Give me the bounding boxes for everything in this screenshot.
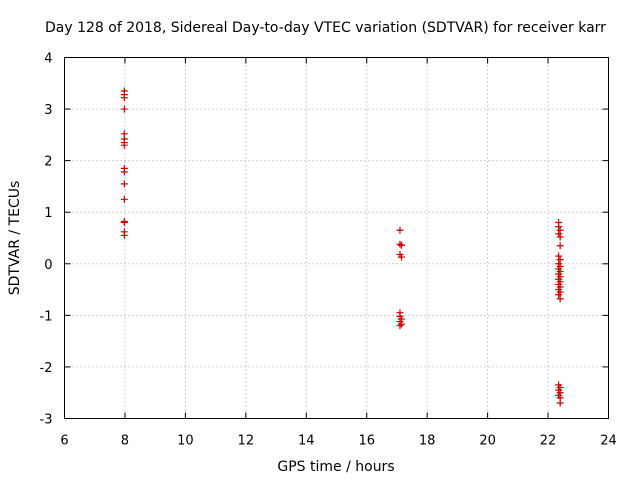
data-point [397, 320, 405, 328]
chart-title: Day 128 of 2018, Sidereal Day-to-day VTE… [45, 20, 606, 36]
data-point [120, 195, 128, 203]
data-point [397, 241, 405, 249]
data-point [120, 141, 128, 149]
y-axis-label: SDTVAR / TECUs [7, 181, 23, 296]
grid-lines [64, 57, 609, 419]
x-tick-label: 18 [419, 434, 436, 449]
y-tick-label: 0 [44, 258, 52, 273]
x-tick-label: 16 [358, 434, 375, 449]
data-point [120, 219, 128, 227]
data-point [556, 233, 564, 241]
y-tick-label: -2 [40, 361, 53, 376]
data-point [396, 226, 404, 234]
data-point [556, 226, 564, 234]
y-tick-label: 2 [44, 155, 52, 170]
x-tick-label: 24 [600, 434, 617, 449]
data-point [555, 252, 563, 260]
y-tick-label: 1 [44, 206, 52, 221]
y-tick-label: -1 [40, 309, 53, 324]
x-tick-label: 8 [121, 434, 129, 449]
x-tick-label: 14 [298, 434, 315, 449]
y-tick-label: 3 [44, 103, 52, 118]
data-point [555, 223, 563, 231]
y-tick-label: 4 [44, 52, 52, 67]
data-point [556, 242, 564, 250]
data-point [397, 253, 405, 261]
data-point [120, 105, 128, 113]
x-tick-label: 12 [238, 434, 255, 449]
x-axis-label: GPS time / hours [277, 459, 394, 475]
data-points [120, 87, 564, 407]
data-point [396, 240, 404, 248]
data-point [556, 295, 564, 303]
data-point [556, 399, 564, 407]
data-point [555, 230, 563, 238]
plot-frame [64, 57, 609, 419]
x-tick-label: 10 [177, 434, 194, 449]
y-tick-label: -3 [40, 413, 53, 428]
data-point [120, 231, 128, 239]
x-tick-label: 6 [60, 434, 68, 449]
data-point [396, 322, 404, 330]
x-tick-label: 20 [479, 434, 496, 449]
x-tick-label: 22 [540, 434, 557, 449]
data-point [120, 168, 128, 176]
data-point [556, 256, 564, 264]
data-point [120, 180, 128, 188]
data-point [555, 291, 563, 299]
data-point [120, 94, 128, 102]
